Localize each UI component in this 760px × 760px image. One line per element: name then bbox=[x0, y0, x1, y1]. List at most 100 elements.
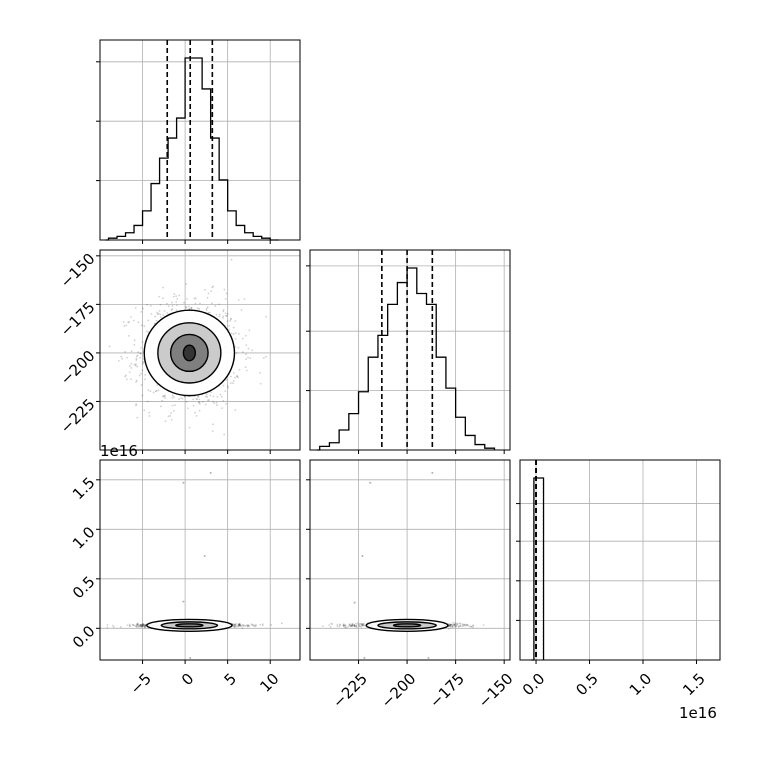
scatter-point bbox=[462, 623, 465, 626]
scatter-point bbox=[449, 624, 452, 627]
scatter-point bbox=[240, 624, 243, 627]
scatter-point bbox=[356, 622, 359, 624]
scatter-point bbox=[155, 319, 158, 322]
scatter-point bbox=[229, 382, 232, 385]
scatter-point bbox=[449, 625, 452, 627]
scatter-point bbox=[175, 301, 178, 303]
scatter-point bbox=[463, 623, 466, 626]
scatter-point bbox=[197, 395, 200, 398]
scatter-point bbox=[222, 399, 225, 402]
y-tick-label: −175 bbox=[57, 298, 99, 340]
scatter-point bbox=[131, 623, 134, 626]
scatter-point bbox=[143, 325, 146, 327]
scatter-point bbox=[351, 624, 354, 626]
scatter-point bbox=[144, 378, 146, 381]
scatter-point bbox=[232, 623, 235, 625]
scatter-point bbox=[212, 395, 215, 398]
scatter-point bbox=[140, 624, 143, 627]
scatter-point bbox=[135, 359, 138, 361]
scatter-point bbox=[342, 624, 345, 627]
scatter-point bbox=[342, 623, 345, 626]
scatter-point bbox=[210, 290, 213, 293]
scatter-point bbox=[265, 355, 267, 358]
panel-frame bbox=[519, 459, 721, 661]
scatter-point bbox=[218, 303, 221, 306]
scatter-point bbox=[160, 405, 162, 408]
scatter-point bbox=[243, 298, 246, 300]
scatter-point bbox=[222, 317, 224, 319]
scatter-point bbox=[358, 625, 361, 627]
scatter-point bbox=[159, 303, 162, 306]
scatter-point bbox=[223, 288, 226, 291]
offset-text-left: 1e16 bbox=[100, 442, 138, 460]
scatter-point bbox=[238, 333, 240, 335]
scatter-point bbox=[195, 415, 198, 417]
scatter-point bbox=[140, 324, 143, 327]
contour-line bbox=[182, 344, 197, 362]
scatter-point bbox=[234, 320, 237, 323]
scatter-point bbox=[149, 390, 152, 393]
scatter-point bbox=[245, 353, 248, 355]
x-tick-label: −225 bbox=[329, 670, 371, 712]
scatter-point bbox=[142, 623, 145, 626]
y-tick-label: −150 bbox=[57, 250, 99, 292]
scatter-point bbox=[458, 625, 460, 628]
scatter-point bbox=[464, 624, 467, 627]
scatter-point bbox=[240, 309, 243, 311]
scatter-point bbox=[207, 399, 209, 402]
scatter-point bbox=[178, 294, 181, 297]
scatter-point bbox=[234, 409, 237, 411]
scatter-point bbox=[468, 625, 470, 627]
scatter-point bbox=[239, 625, 242, 628]
scatter-point bbox=[261, 623, 264, 626]
scatter-point bbox=[482, 624, 485, 627]
scatter-point bbox=[141, 623, 144, 625]
scatter-point bbox=[135, 363, 137, 366]
scatter-point bbox=[206, 296, 209, 299]
panel-frame bbox=[309, 249, 511, 451]
scatter-point bbox=[154, 390, 157, 393]
scatter-point bbox=[143, 623, 146, 626]
scatter-point bbox=[198, 398, 201, 401]
scatter-point bbox=[136, 624, 139, 627]
scatter-point bbox=[466, 623, 469, 626]
scatter-point bbox=[448, 623, 451, 625]
scatter-point bbox=[346, 626, 348, 629]
scatter-point bbox=[140, 623, 143, 626]
scatter-point bbox=[125, 374, 127, 377]
scatter-point bbox=[237, 376, 239, 379]
scatter-point bbox=[259, 382, 262, 385]
scatter-point bbox=[141, 624, 143, 627]
scatter-point bbox=[234, 346, 237, 348]
scatter-point bbox=[171, 396, 174, 399]
scatter-point bbox=[233, 625, 236, 627]
scatter-point bbox=[449, 623, 452, 626]
x-tick-label: −150 bbox=[475, 670, 517, 712]
scatter-point bbox=[135, 355, 138, 358]
scatter-point bbox=[241, 623, 244, 626]
scatter-point bbox=[238, 622, 241, 625]
scatter-point bbox=[247, 624, 250, 626]
scatter-point bbox=[167, 415, 170, 418]
scatter-point bbox=[142, 624, 144, 627]
scatter-point bbox=[347, 625, 350, 628]
scatter-point bbox=[133, 343, 136, 346]
scatter-point bbox=[280, 622, 283, 625]
scatter-point bbox=[211, 430, 214, 432]
scatter-point bbox=[128, 371, 131, 374]
scatter-point bbox=[455, 623, 458, 626]
contour-line bbox=[160, 621, 219, 630]
scatter-point bbox=[222, 310, 225, 313]
scatter-point bbox=[447, 627, 450, 630]
scatter-point bbox=[349, 623, 351, 626]
scatter-point bbox=[149, 304, 152, 307]
scatter-point bbox=[259, 371, 262, 374]
scatter-point bbox=[255, 624, 257, 626]
x-tick-label: 5 bbox=[221, 670, 240, 689]
scatter-point bbox=[245, 344, 248, 347]
scatter-point bbox=[450, 623, 452, 626]
x-tick-label: 1.0 bbox=[626, 670, 656, 700]
scatter-point bbox=[454, 625, 456, 628]
scatter-p0-p2 bbox=[96, 459, 301, 664]
scatter-point bbox=[230, 258, 233, 261]
